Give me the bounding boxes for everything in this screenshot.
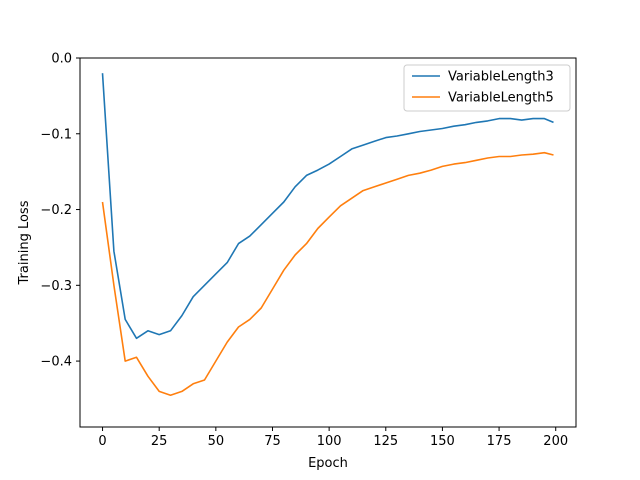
- series-line-2: [101, 151, 554, 397]
- y-tick-label: −0.2: [40, 203, 72, 218]
- legend-label: VariableLength5: [448, 91, 554, 106]
- series-line-1: [101, 73, 554, 340]
- x-tick-label: 100: [317, 434, 342, 449]
- x-tick-label: 25: [151, 434, 168, 449]
- x-tick-label: 125: [373, 434, 398, 449]
- legend-box: [403, 64, 571, 112]
- legend: VariableLength3 VariableLength5: [403, 64, 571, 112]
- x-tick-label: 0: [98, 434, 106, 449]
- x-axis-label: Epoch: [308, 456, 348, 471]
- x-tick-label: 175: [487, 434, 512, 449]
- plot-frame: [79, 57, 577, 428]
- y-tick-label: −0.1: [40, 127, 72, 142]
- plot-lines: [101, 73, 554, 397]
- x-tick-label: 200: [543, 434, 568, 449]
- x-tick-label: 150: [430, 434, 455, 449]
- y-tick-label: −0.3: [40, 279, 72, 294]
- x-tick-label: 75: [264, 434, 281, 449]
- y-tick-label: 0.0: [51, 52, 72, 67]
- y-axis-label: Training Loss: [17, 200, 32, 285]
- x-axis-ticks: 0 25 50 75 100 125 150 175 200: [98, 427, 568, 449]
- x-tick-label: 50: [208, 434, 225, 449]
- y-axis-ticks: 0.0 −0.1 −0.2 −0.3 −0.4: [40, 52, 80, 370]
- legend-label: VariableLength3: [448, 70, 554, 85]
- y-tick-label: −0.4: [40, 355, 72, 370]
